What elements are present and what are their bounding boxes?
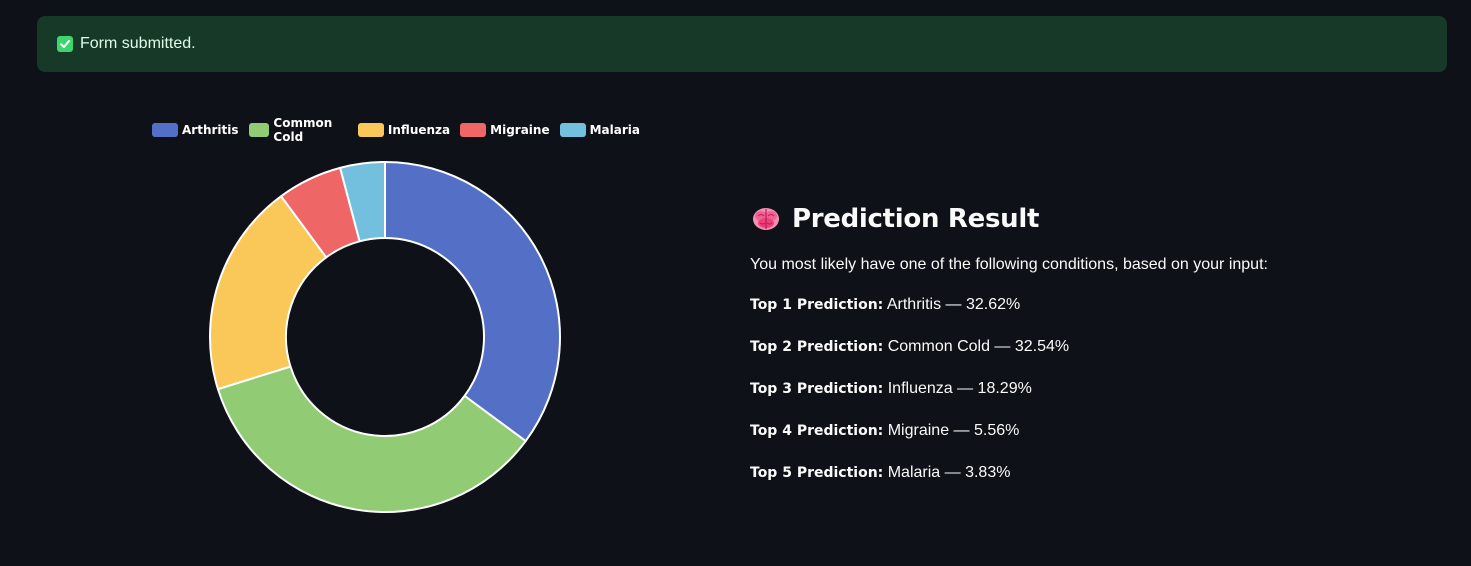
prediction-value: Common Cold — 32.54% [883,338,1070,355]
check-box-icon [57,36,73,52]
result-title: Prediction Result [792,204,1040,234]
prediction-label: Top 1 Prediction: [750,297,884,313]
brain-icon [753,208,779,230]
legend-label: Influenza [387,123,451,137]
donut-slice[interactable] [216,365,527,513]
legend-label: Migraine [490,123,550,137]
prediction-item: Top 1 Prediction: Arthritis — 32.62% [750,296,1430,315]
success-alert: Form submitted. [37,16,1447,72]
legend-label: Malaria [589,123,640,137]
legend-item[interactable]: Arthritis [152,123,239,137]
legend-label: Arthritis [182,123,239,137]
prediction-label: Top 3 Prediction: [750,381,884,397]
donut-chart: Arthritis Common Cold Influenza Migraine Mal… [140,100,640,540]
legend-item[interactable]: Influenza [357,123,451,137]
legend-swatch [357,123,384,137]
chart-legend: Arthritis Common Cold Influenza Migraine Mal… [152,116,640,144]
prediction-label: Top 4 Prediction: [750,423,884,439]
legend-item[interactable]: Common Cold [248,116,348,144]
legend-item[interactable]: Migraine [460,123,550,137]
prediction-label: Top 2 Prediction: [750,339,884,355]
prediction-value: Influenza — 18.29% [883,380,1032,397]
result-heading: Prediction Result [750,203,1430,235]
prediction-result: Prediction Result You most likely have o… [750,203,1430,506]
legend-label: Common Cold [273,116,333,144]
prediction-item: Top 3 Prediction: Influenza — 18.29% [750,380,1430,399]
legend-swatch [152,123,178,137]
legend-swatch [460,123,487,137]
prediction-item: Top 4 Prediction: Migraine — 5.56% [750,422,1430,441]
alert-text: Form submitted. [80,35,196,52]
prediction-value: Arthritis — 32.62% [883,296,1021,313]
donut-slice[interactable] [384,161,561,443]
prediction-item: Top 2 Prediction: Common Cold — 32.54% [750,338,1430,357]
donut-slice[interactable] [339,161,386,243]
legend-item[interactable]: Malaria [559,123,640,137]
prediction-value: Migraine — 5.56% [883,422,1020,439]
prediction-label: Top 5 Prediction: [750,465,884,481]
prediction-list: Top 1 Prediction: Arthritis — 32.62% Top … [750,296,1430,483]
legend-swatch [559,123,586,137]
legend-swatch [248,123,270,137]
prediction-item: Top 5 Prediction: Malaria — 3.83% [750,464,1430,483]
result-intro: You most likely have one of the followin… [750,256,1268,273]
donut-chart-svg [209,161,561,513]
donut-slice[interactable] [209,195,328,391]
prediction-value: Malaria — 3.83% [883,464,1011,481]
